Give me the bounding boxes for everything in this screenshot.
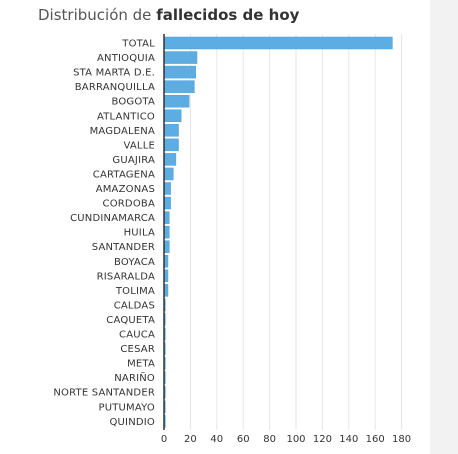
x-tick-label: 120: [313, 434, 332, 445]
bar: [163, 138, 179, 152]
bar: [163, 240, 170, 253]
category-label: CUNDINAMARCA: [70, 213, 155, 224]
category-label: SANTANDER: [92, 242, 155, 253]
category-label: NORTE SANTANDER: [53, 388, 155, 399]
category-label: CARTAGENA: [93, 169, 155, 180]
bar: [163, 225, 170, 239]
category-label: BARRANQUILLA: [75, 82, 155, 93]
category-label: VALLE: [123, 140, 155, 151]
chart-card: Distribución de fallecidos de hoy 0 20 40 6…: [0, 0, 430, 454]
x-tick-label: 160: [366, 434, 385, 445]
bar: [163, 109, 182, 122]
category-label: NARIÑO: [114, 371, 155, 384]
bar: [163, 36, 393, 50]
x-tick-label: 20: [184, 434, 197, 445]
category-label: GUAJIRA: [112, 155, 155, 166]
chart-title: Distribución de fallecidos de hoy: [38, 6, 299, 24]
category-label: CAQUETA: [106, 315, 155, 326]
category-label: PUTUMAYO: [98, 402, 155, 413]
category-label: BOGOTA: [111, 97, 155, 108]
x-tick-label: 0: [161, 434, 167, 445]
bar: [163, 94, 190, 108]
category-label: TOTAL: [121, 39, 155, 50]
x-tick-label: 40: [210, 434, 223, 445]
bar-chart: 0 20 40 60 80 100 120 140 160 180 TOTAL ANTIOQUIA ST…: [53, 34, 411, 445]
bar: [163, 124, 179, 137]
category-label: META: [127, 359, 155, 370]
x-tick-label: 60: [237, 434, 250, 445]
category-label: RISARALDA: [97, 271, 155, 282]
category-label: QUINDIO: [109, 417, 155, 428]
bar: [163, 65, 196, 79]
category-label: ANTIOQUIA: [97, 53, 155, 64]
category-label: CORDOBA: [103, 199, 155, 210]
bar: [163, 211, 170, 224]
bar: [163, 182, 171, 195]
chart-title-emphasis: fallecidos de hoy: [156, 6, 300, 24]
x-tick-label: 80: [263, 434, 276, 445]
x-tick-label: 100: [286, 434, 305, 445]
category-label: STA MARTA D.E.: [73, 68, 155, 79]
category-label: CAUCA: [119, 330, 155, 341]
bar: [163, 51, 198, 64]
category-label: HUILA: [124, 228, 155, 239]
bar: [163, 196, 171, 210]
category-label: ATLANTICO: [97, 111, 155, 122]
category-label: MAGDALENA: [90, 126, 155, 137]
x-tick-label: 180: [392, 434, 411, 445]
category-label: TOLIMA: [115, 286, 155, 297]
chart-title-prefix: Distribución de: [38, 6, 152, 24]
category-label: AMAZONAS: [96, 184, 155, 195]
category-label: CESAR: [120, 344, 155, 355]
category-label: CALDAS: [114, 300, 155, 311]
bar: [163, 167, 174, 181]
bar: [163, 153, 177, 166]
x-tick-label: 140: [339, 434, 358, 445]
bar: [163, 80, 195, 93]
category-label: BOYACA: [114, 257, 155, 268]
